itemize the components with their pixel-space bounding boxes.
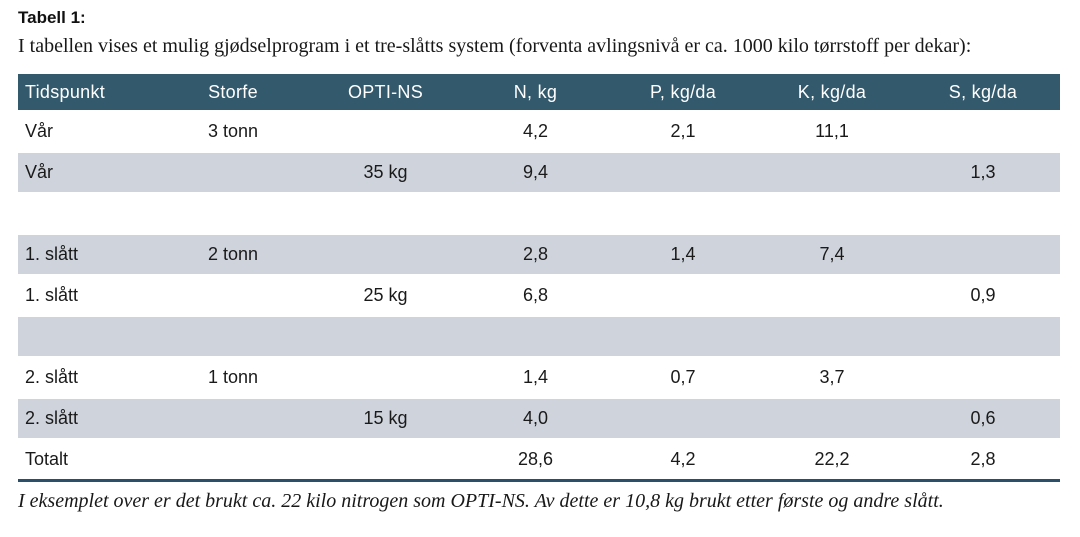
table-cell: 2,8	[463, 233, 608, 275]
column-header-storfe: Storfe	[158, 74, 308, 111]
table-cell	[158, 274, 308, 316]
table-cell: 2,8	[906, 438, 1060, 480]
table-cell: 0,9	[906, 274, 1060, 316]
table-cell: 28,6	[463, 438, 608, 480]
table-cell	[158, 438, 308, 480]
table-cell	[906, 110, 1060, 152]
table-cell	[608, 192, 758, 234]
column-header-tidspunkt: Tidspunkt	[18, 74, 158, 111]
fertilizer-table: Tidspunkt Storfe OPTI-NS N, kg P, kg/da …	[18, 74, 1060, 480]
table-cell: 0,6	[906, 397, 1060, 439]
table-cell: 4,2	[608, 438, 758, 480]
table-cell	[18, 192, 158, 234]
table-cell	[758, 274, 906, 316]
table-cell	[308, 356, 463, 398]
table-cell: 1. slått	[18, 274, 158, 316]
table-cell: Vår	[18, 110, 158, 152]
table-cell	[906, 192, 1060, 234]
table-cell: Vår	[18, 151, 158, 193]
table-cell: 2. slått	[18, 356, 158, 398]
table-cell	[158, 397, 308, 439]
table-row: Vår 35 kg 9,4 1,3	[18, 151, 1060, 193]
table-cell	[758, 192, 906, 234]
column-header-p-kg-da: P, kg/da	[608, 74, 758, 111]
table-cell: 22,2	[758, 438, 906, 480]
table-cell	[758, 315, 906, 357]
table-cell	[608, 397, 758, 439]
table-cell: 2,1	[608, 110, 758, 152]
table-cell	[758, 397, 906, 439]
table-cell	[608, 315, 758, 357]
table-cell: 2. slått	[18, 397, 158, 439]
table-cell: 15 kg	[308, 397, 463, 439]
table-row: 2. slått 15 kg 4,0 0,6	[18, 397, 1060, 439]
table-row: Totalt 28,6 4,2 22,2 2,8	[18, 438, 1060, 480]
table-cell	[308, 192, 463, 234]
document-page: Tabell 1: I tabellen vises et mulig gjød…	[18, 8, 1060, 513]
table-cell: 35 kg	[308, 151, 463, 193]
table-cell: 1,4	[608, 233, 758, 275]
table-cell	[158, 151, 308, 193]
table-cell	[463, 315, 608, 357]
table-body: Vår 3 tonn 4,2 2,1 11,1 Vår 35 kg 9,4 1,3 1. slåt…	[18, 110, 1060, 480]
table-cell: 3 tonn	[158, 110, 308, 152]
table-cell: 1 tonn	[158, 356, 308, 398]
table-description: I tabellen vises et mulig gjødselprogram…	[18, 35, 972, 58]
table-header-row: Tidspunkt Storfe OPTI-NS N, kg P, kg/da …	[18, 74, 1060, 111]
table-cell: 4,2	[463, 110, 608, 152]
table-cell	[906, 233, 1060, 275]
table-footnote: I eksemplet over er det brukt ca. 22 kil…	[18, 490, 944, 513]
table-bottom-rule	[18, 479, 1060, 483]
table-cell	[608, 151, 758, 193]
table-cell: 1,3	[906, 151, 1060, 193]
column-header-n-kg: N, kg	[463, 74, 608, 111]
table-cell: 6,8	[463, 274, 608, 316]
table-cell	[308, 110, 463, 152]
column-header-opti-ns: OPTI-NS	[308, 74, 463, 111]
table-title: Tabell 1:	[18, 8, 86, 27]
table-cell: 1,4	[463, 356, 608, 398]
table-cell: 7,4	[758, 233, 906, 275]
table-cell	[308, 315, 463, 357]
table-row: 1. slått 25 kg 6,8 0,9	[18, 274, 1060, 316]
table-cell: 2 tonn	[158, 233, 308, 275]
table-cell: 0,7	[608, 356, 758, 398]
table-cell: 3,7	[758, 356, 906, 398]
table-cell: 4,0	[463, 397, 608, 439]
table-row	[18, 315, 1060, 357]
column-header-k-kg-da: K, kg/da	[758, 74, 906, 111]
table-cell: 1. slått	[18, 233, 158, 275]
table-cell	[906, 356, 1060, 398]
table-cell	[906, 315, 1060, 357]
table-cell	[18, 315, 158, 357]
table-row	[18, 192, 1060, 234]
table-cell: 11,1	[758, 110, 906, 152]
table-cell	[308, 233, 463, 275]
table-cell: Totalt	[18, 438, 158, 480]
table-row: 1. slått 2 tonn 2,8 1,4 7,4	[18, 233, 1060, 275]
table-cell	[758, 151, 906, 193]
table-cell	[463, 192, 608, 234]
table-row: Vår 3 tonn 4,2 2,1 11,1	[18, 110, 1060, 152]
table-cell: 25 kg	[308, 274, 463, 316]
table-cell: 9,4	[463, 151, 608, 193]
column-header-s-kg-da: S, kg/da	[906, 74, 1060, 111]
table-cell	[158, 192, 308, 234]
table-cell	[158, 315, 308, 357]
table-cell	[308, 438, 463, 480]
table-cell	[608, 274, 758, 316]
table-row: 2. slått 1 tonn 1,4 0,7 3,7	[18, 356, 1060, 398]
